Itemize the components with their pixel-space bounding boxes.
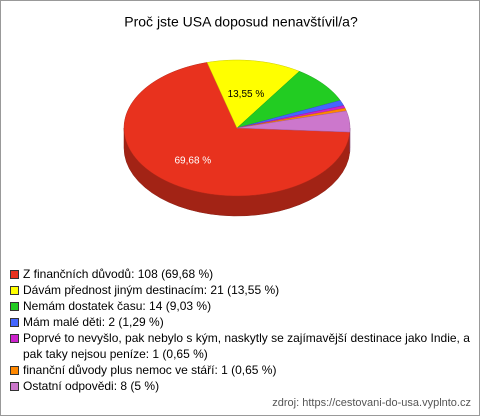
legend-swatch (10, 302, 19, 311)
legend-label: Mám malé děti: 2 (1,29 %) (23, 315, 164, 329)
chart-title: Proč jste USA doposud nenavštívil/a? (124, 14, 358, 30)
legend-swatch (10, 318, 19, 327)
legend-item: Dávám přednost jiným destinacím: 21 (13,… (9, 282, 471, 298)
legend-item: Poprvé to nevyšlo, pak nebylo s kým, nas… (9, 330, 471, 362)
legend-swatch (10, 270, 19, 279)
legend-swatch (10, 366, 19, 375)
legend-swatch (10, 382, 19, 391)
slice (236, 110, 351, 133)
value-label: 69,68 % (175, 155, 212, 166)
legend-swatch (10, 286, 19, 295)
legend-label: Dávám přednost jiným destinacím: 21 (13,… (23, 283, 280, 297)
legend-label: Nemám dostatek času: 14 (9,03 %) (23, 299, 212, 313)
legend-item: finanční důvody plus nemoc ve stáří: 1 (… (9, 362, 471, 378)
slice (123, 62, 351, 197)
slice (206, 59, 300, 129)
legend-item: Mám malé děti: 2 (1,29 %) (9, 314, 471, 330)
legend-label: finanční důvody plus nemoc ve stáří: 1 (… (23, 363, 277, 377)
source: zdroj: https://cestovani-do-usa.vyplnto.… (272, 397, 471, 409)
legend-item: Nemám dostatek času: 14 (9,03 %) (9, 298, 471, 314)
legend-swatch (10, 334, 19, 343)
pie-area: Proč jste USA doposud nenavštívil/a? 69,… (123, 14, 358, 217)
legend-label: Poprvé to nevyšlo, pak nebylo s kým, nas… (23, 331, 470, 361)
legend-label: Z finančních důvodů: 108 (69,68 %) (23, 267, 214, 281)
value-label: 13,55 % (228, 89, 265, 100)
legend-item: Ostatní odpovědi: 8 (5 %) (9, 378, 471, 394)
legend-item: Z finančních důvodů: 108 (69,68 %) (9, 266, 471, 282)
legend-label: Ostatní odpovědi: 8 (5 %) (23, 379, 160, 393)
legend: Z finančních důvodů: 108 (69,68 %) Dávám … (9, 266, 471, 394)
slice (236, 71, 341, 129)
